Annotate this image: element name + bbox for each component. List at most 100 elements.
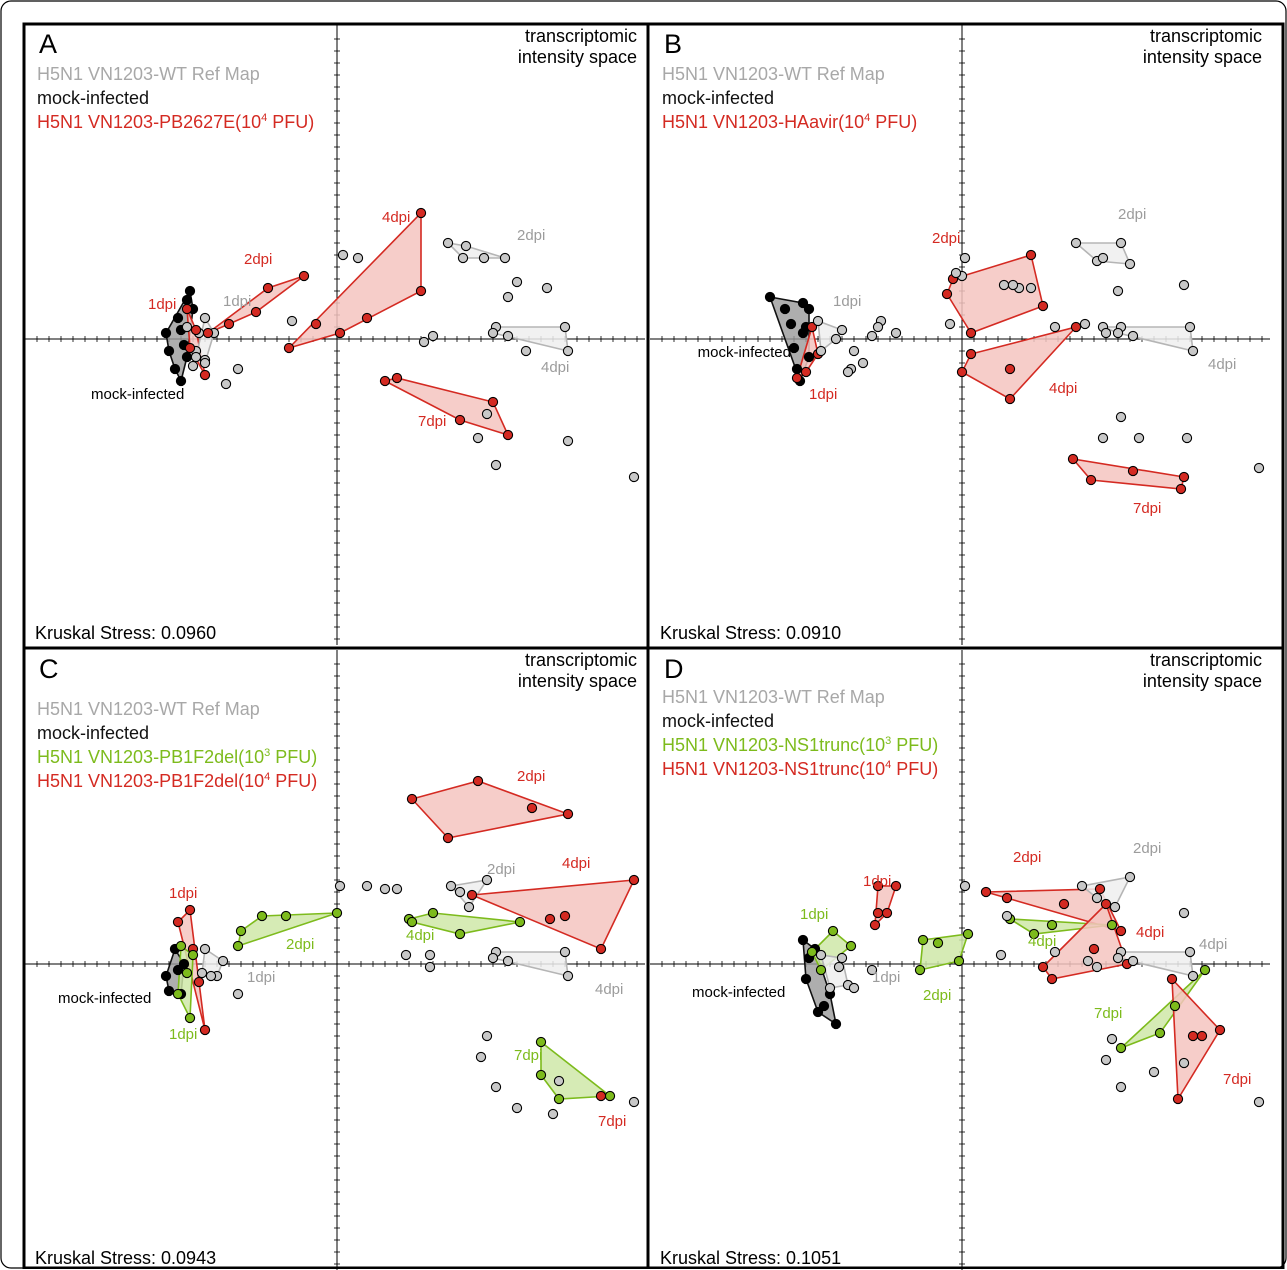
data-point	[914, 964, 926, 976]
data-point	[1115, 1081, 1127, 1093]
data-point	[499, 252, 511, 264]
series-label: 1dpi	[872, 969, 900, 986]
data-point	[797, 297, 809, 309]
series-label: 2dpi	[487, 861, 515, 878]
data-point	[352, 252, 364, 264]
data-point	[559, 946, 571, 958]
data-point	[788, 342, 800, 354]
data-point	[1100, 1054, 1112, 1066]
data-point	[932, 937, 944, 949]
data-point	[833, 961, 845, 973]
data-point	[199, 312, 211, 324]
space-label-line: intensity space	[1142, 671, 1262, 691]
data-point	[487, 327, 499, 339]
data-point	[181, 967, 193, 979]
series-label: 7dpi	[1133, 500, 1161, 517]
data-point	[965, 327, 977, 339]
data-point	[842, 366, 854, 378]
data-point	[262, 282, 274, 294]
space-label: transcriptomic intensity space	[1062, 650, 1262, 692]
data-point	[562, 435, 574, 447]
data-point	[812, 315, 824, 327]
series-label: 1dpi	[169, 885, 197, 902]
data-point	[472, 432, 484, 444]
mock-infected-label: mock-infected	[58, 990, 151, 1007]
data-point	[1115, 411, 1127, 423]
data-point	[866, 330, 878, 342]
data-point	[1037, 961, 1049, 973]
data-point	[283, 342, 295, 354]
data-point	[250, 306, 262, 318]
data-point	[764, 291, 776, 303]
series-label: 4dpi	[1049, 380, 1077, 397]
data-point	[1133, 432, 1145, 444]
data-point	[334, 880, 346, 892]
scatter-plot: 1dpi 1dpi 1dpi 2dpi 2dpi 2dpi 4dpi 4dpi 4dpi 7dpi…	[25, 650, 645, 1270]
panel-letter: D	[664, 654, 684, 684]
data-point	[442, 832, 454, 844]
legend: H5N1 VN1203-WT Ref Map mock-infected H5N1 …	[662, 62, 917, 134]
data-point	[890, 327, 902, 339]
series-label: 4dpi	[406, 927, 434, 944]
mock-infected-label: mock-infected	[698, 344, 791, 361]
series-label: 1dpi	[169, 1026, 197, 1043]
data-point	[1025, 282, 1037, 294]
space-label-line: transcriptomic	[1149, 26, 1262, 46]
scatter-plot: 1dpi 1dpi 2dpi 4dpi 2dpi 4dpi 7dpi mock-infecte…	[25, 25, 645, 645]
legend-entry: H5N1 VN1203-NS1trunc(103 PFU)	[662, 735, 939, 755]
space-label-line: intensity space	[517, 671, 637, 691]
data-point	[1112, 327, 1124, 339]
data-point	[845, 940, 857, 952]
data-point	[1109, 901, 1121, 913]
space-label-line: intensity space	[517, 47, 637, 67]
data-point	[1112, 285, 1124, 297]
data-point	[553, 1075, 565, 1087]
data-point	[1169, 1000, 1181, 1012]
data-point	[1166, 973, 1178, 985]
data-point	[184, 285, 196, 297]
data-point	[950, 267, 962, 279]
data-point	[202, 327, 214, 339]
data-point	[628, 1096, 640, 1108]
series-label: 2dpi	[923, 987, 951, 1004]
data-point	[956, 366, 968, 378]
data-point	[1253, 1096, 1265, 1108]
data-point	[487, 952, 499, 964]
series-label: 7dpi	[598, 1113, 626, 1130]
legend-entry: H5N1 VN1203-NS1trunc(104 PFU)	[662, 759, 939, 779]
data-point	[562, 345, 574, 357]
data-point	[1106, 919, 1118, 931]
data-point	[1253, 462, 1265, 474]
series-label: 7dpi	[418, 413, 446, 430]
data-point	[836, 952, 848, 964]
data-point	[454, 414, 466, 426]
data-point	[163, 985, 175, 997]
data-point	[818, 1000, 830, 1012]
data-point	[1148, 1066, 1160, 1078]
legend: H5N1 VN1203-WT Ref Map mock-infected H5N1 …	[37, 62, 314, 134]
data-point	[331, 907, 343, 919]
data-point	[160, 327, 172, 339]
data-point	[965, 348, 977, 360]
data-point	[1115, 237, 1127, 249]
data-point	[595, 943, 607, 955]
data-point	[1178, 1057, 1190, 1069]
series-label: 1dpi	[247, 969, 275, 986]
panel-a: 1dpi 1dpi 2dpi 4dpi 2dpi 4dpi 7dpi mock-infecte…	[25, 25, 645, 645]
data-point	[628, 874, 640, 886]
data-point	[1007, 279, 1019, 291]
data-point	[415, 285, 427, 297]
data-point	[232, 363, 244, 375]
data-point	[361, 880, 373, 892]
data-point	[866, 964, 878, 976]
data-point	[562, 970, 574, 982]
data-point	[175, 375, 187, 387]
data-point	[1091, 961, 1103, 973]
data-point	[199, 1024, 211, 1036]
data-point	[872, 321, 884, 333]
legend: H5N1 VN1203-WT Ref Map mock-infected H5N1 …	[662, 685, 938, 781]
data-point	[1079, 318, 1091, 330]
data-point	[481, 1030, 493, 1042]
data-point	[848, 982, 860, 994]
data-point	[559, 910, 571, 922]
